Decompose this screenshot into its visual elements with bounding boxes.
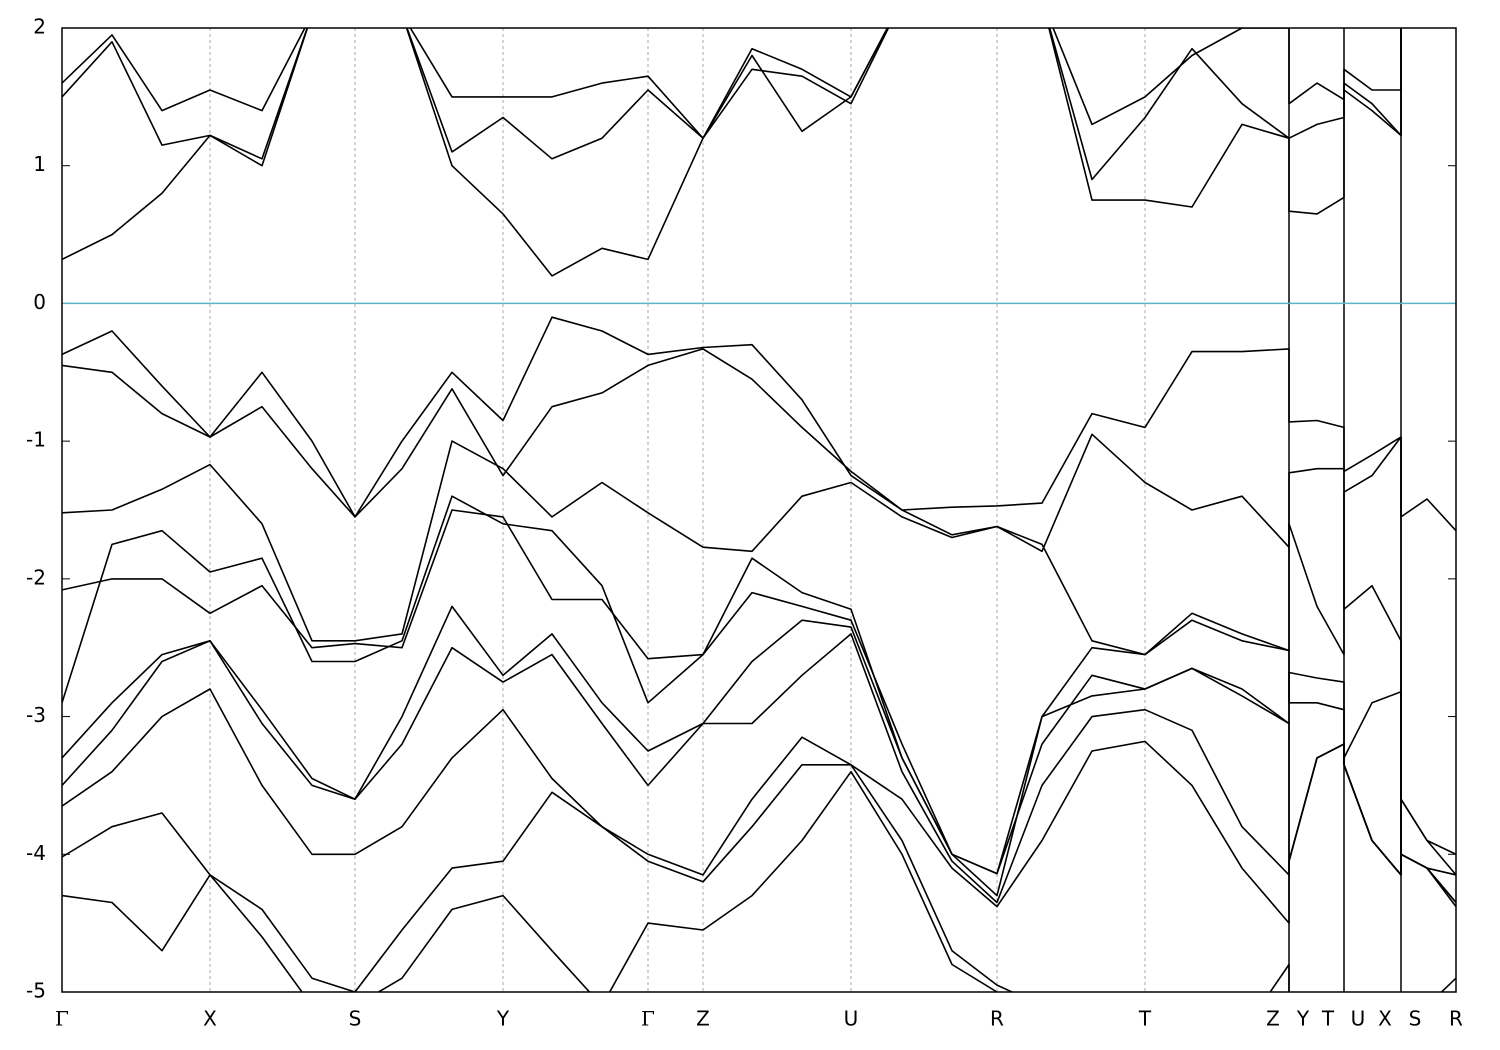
x-tick-label: S <box>349 1007 362 1031</box>
x-tick-label: S <box>1409 1007 1422 1031</box>
x-tick-label: Z <box>696 1007 710 1031</box>
plot-frame <box>61 27 1457 993</box>
x-tick-label: Γ <box>641 1007 655 1031</box>
y-tick-label: -3 <box>26 703 46 727</box>
x-tick-label: Γ <box>55 1007 69 1031</box>
x-tick-label: X <box>1378 1007 1392 1031</box>
x-tick-label: U <box>1351 1007 1366 1031</box>
x-tick-label: U <box>844 1007 859 1031</box>
y-tick-label: -5 <box>26 979 46 1003</box>
band-line <box>62 28 1456 277</box>
band-line <box>62 348 1456 856</box>
band-line <box>62 688 1456 924</box>
band-line <box>62 436 1456 876</box>
band-line <box>62 770 999 992</box>
y-tick-label: -2 <box>26 565 46 589</box>
band-line <box>62 633 1456 904</box>
x-tick-label: Y <box>496 1007 510 1031</box>
y-tick-label: 0 <box>33 290 46 314</box>
y-tick-label: 2 <box>33 15 46 39</box>
band-line <box>62 316 1456 532</box>
x-tick-label: Z <box>1266 1007 1280 1031</box>
y-tick-label: 1 <box>33 152 46 176</box>
x-tick-label: Y <box>1296 1007 1310 1031</box>
bands <box>62 28 1456 992</box>
x-tick-label: X <box>203 1007 217 1031</box>
x-tick-label: R <box>990 1007 1004 1031</box>
x-tick-label: T <box>1321 1007 1335 1031</box>
band-line <box>62 509 1456 876</box>
band-line <box>62 28 1456 139</box>
y-tick-label: -1 <box>26 428 46 452</box>
x-tick-label: T <box>1138 1007 1152 1031</box>
x-tick-label: R <box>1449 1007 1463 1031</box>
band-line <box>62 764 1456 992</box>
band-line <box>62 28 1456 181</box>
y-tick-label: -4 <box>26 841 46 865</box>
band-line <box>62 605 1456 904</box>
